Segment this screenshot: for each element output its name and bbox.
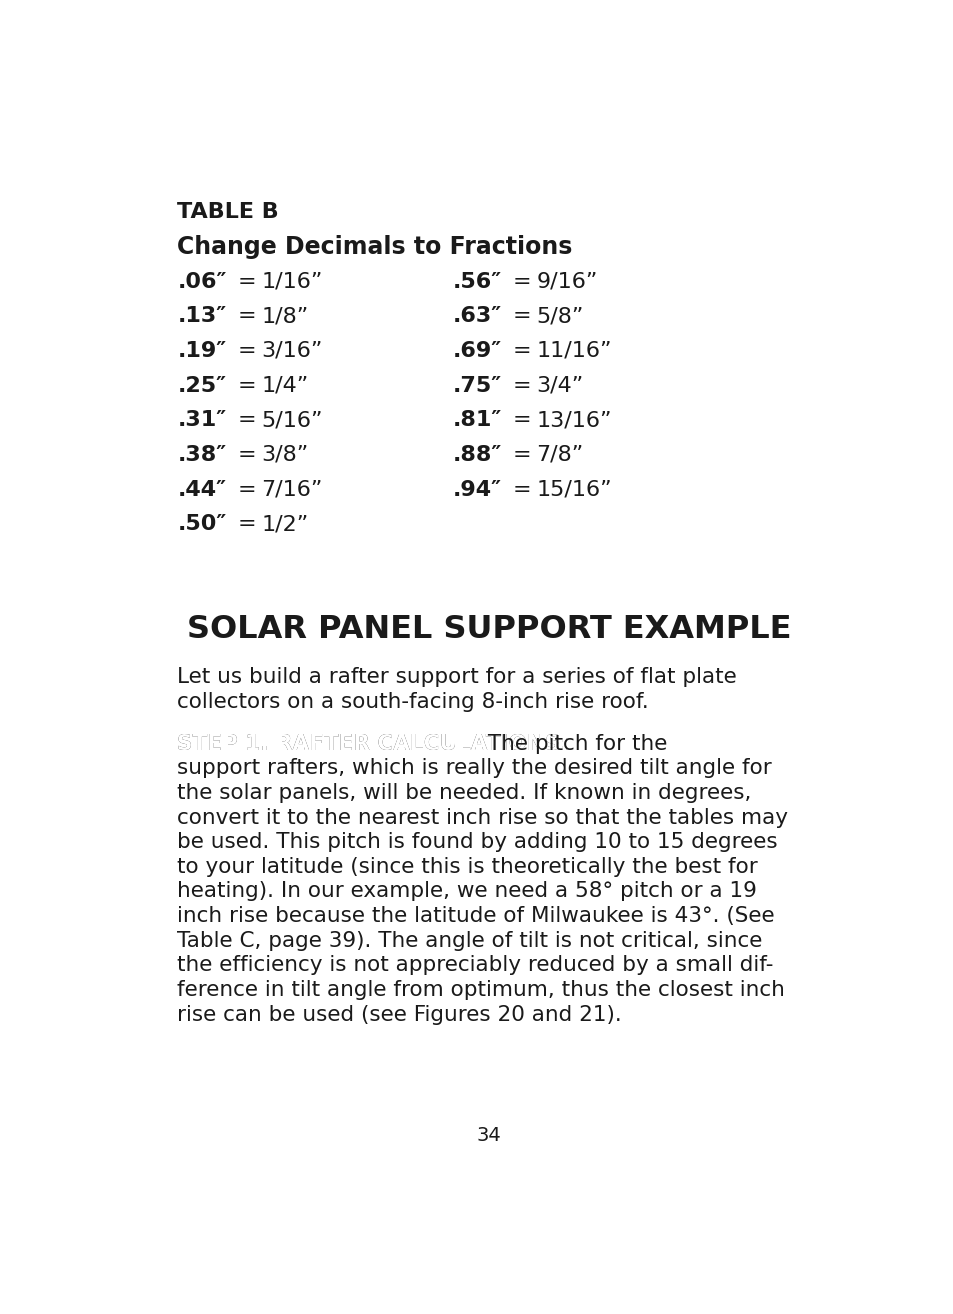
Text: =: = — [237, 376, 256, 396]
Text: SOLAR PANEL SUPPORT EXAMPLE: SOLAR PANEL SUPPORT EXAMPLE — [187, 614, 790, 645]
Text: 5/16”: 5/16” — [261, 410, 322, 430]
Text: =: = — [237, 340, 256, 361]
Text: =: = — [237, 445, 256, 465]
Text: 15/16”: 15/16” — [536, 480, 611, 499]
Text: 3/16”: 3/16” — [261, 340, 322, 361]
Text: 3/4”: 3/4” — [536, 376, 583, 396]
Text: .38″: .38″ — [177, 445, 227, 465]
Text: .81″: .81″ — [452, 410, 501, 430]
Text: .06″: .06″ — [177, 272, 227, 292]
Text: =: = — [237, 514, 256, 535]
Text: =: = — [237, 410, 256, 430]
Text: .44″: .44″ — [177, 480, 226, 499]
Text: 3/8”: 3/8” — [261, 445, 308, 465]
Text: to your latitude (since this is theoretically the best for: to your latitude (since this is theoreti… — [177, 857, 758, 876]
Text: 7/16”: 7/16” — [261, 480, 322, 499]
Text: .13″: .13″ — [177, 306, 227, 326]
Text: STEP 1. RAFTER CALCULATIONS:: STEP 1. RAFTER CALCULATIONS: — [177, 733, 569, 754]
Text: .63″: .63″ — [452, 306, 501, 326]
Text: 13/16”: 13/16” — [536, 410, 611, 430]
Text: 1/2”: 1/2” — [261, 514, 308, 535]
Text: TABLE B: TABLE B — [177, 202, 279, 222]
Text: =: = — [237, 272, 256, 292]
Text: 7/8”: 7/8” — [536, 445, 583, 465]
Text: 11/16”: 11/16” — [536, 340, 611, 361]
Text: 34: 34 — [476, 1126, 500, 1146]
Text: =: = — [513, 340, 531, 361]
Text: =: = — [513, 410, 531, 430]
Text: be used. This pitch is found by adding 10 to 15 degrees: be used. This pitch is found by adding 1… — [177, 832, 778, 853]
Text: .31″: .31″ — [177, 410, 227, 430]
Text: the solar panels, will be needed. If known in degrees,: the solar panels, will be needed. If kno… — [177, 783, 751, 803]
Text: =: = — [237, 480, 256, 499]
Text: =: = — [513, 480, 531, 499]
Text: .69″: .69″ — [452, 340, 501, 361]
Text: =: = — [513, 376, 531, 396]
Text: .75″: .75″ — [452, 376, 501, 396]
Text: The pitch for the: The pitch for the — [480, 733, 667, 754]
Text: 9/16”: 9/16” — [536, 272, 597, 292]
Text: ference in tilt angle from optimum, thus the closest inch: ference in tilt angle from optimum, thus… — [177, 980, 784, 1000]
Text: heating). In our example, we need a 58° pitch or a 19: heating). In our example, we need a 58° … — [177, 882, 757, 901]
Text: collectors on a south-facing 8-inch rise roof.: collectors on a south-facing 8-inch rise… — [177, 692, 648, 712]
Text: STEP 1. RAFTER CALCULATIONS:: STEP 1. RAFTER CALCULATIONS: — [177, 733, 569, 754]
Text: 5/8”: 5/8” — [536, 306, 583, 326]
Text: .88″: .88″ — [452, 445, 501, 465]
Text: =: = — [513, 306, 531, 326]
Text: 1/8”: 1/8” — [261, 306, 308, 326]
Text: =: = — [237, 306, 256, 326]
Text: Let us build a rafter support for a series of flat plate: Let us build a rafter support for a seri… — [177, 668, 737, 687]
Text: support rafters, which is really the desired tilt angle for: support rafters, which is really the des… — [177, 758, 771, 778]
Text: 1/4”: 1/4” — [261, 376, 308, 396]
Text: inch rise because the latitude of Milwaukee is 43°. (See: inch rise because the latitude of Milwau… — [177, 907, 774, 926]
Text: =: = — [513, 445, 531, 465]
Text: Change Decimals to Fractions: Change Decimals to Fractions — [177, 235, 572, 259]
Text: .50″: .50″ — [177, 514, 227, 535]
Text: Table C, page 39). The angle of tilt is not critical, since: Table C, page 39). The angle of tilt is … — [177, 930, 762, 951]
Text: .19″: .19″ — [177, 340, 227, 361]
Text: .25″: .25″ — [177, 376, 226, 396]
Text: =: = — [513, 272, 531, 292]
Text: convert it to the nearest inch rise so that the tables may: convert it to the nearest inch rise so t… — [177, 808, 787, 828]
Text: the efficiency is not appreciably reduced by a small dif-: the efficiency is not appreciably reduce… — [177, 955, 773, 975]
Text: 1/16”: 1/16” — [261, 272, 322, 292]
Text: .56″: .56″ — [452, 272, 501, 292]
Text: .94″: .94″ — [452, 480, 501, 499]
Text: rise can be used (see Figures 20 and 21).: rise can be used (see Figures 20 and 21)… — [177, 1005, 621, 1025]
